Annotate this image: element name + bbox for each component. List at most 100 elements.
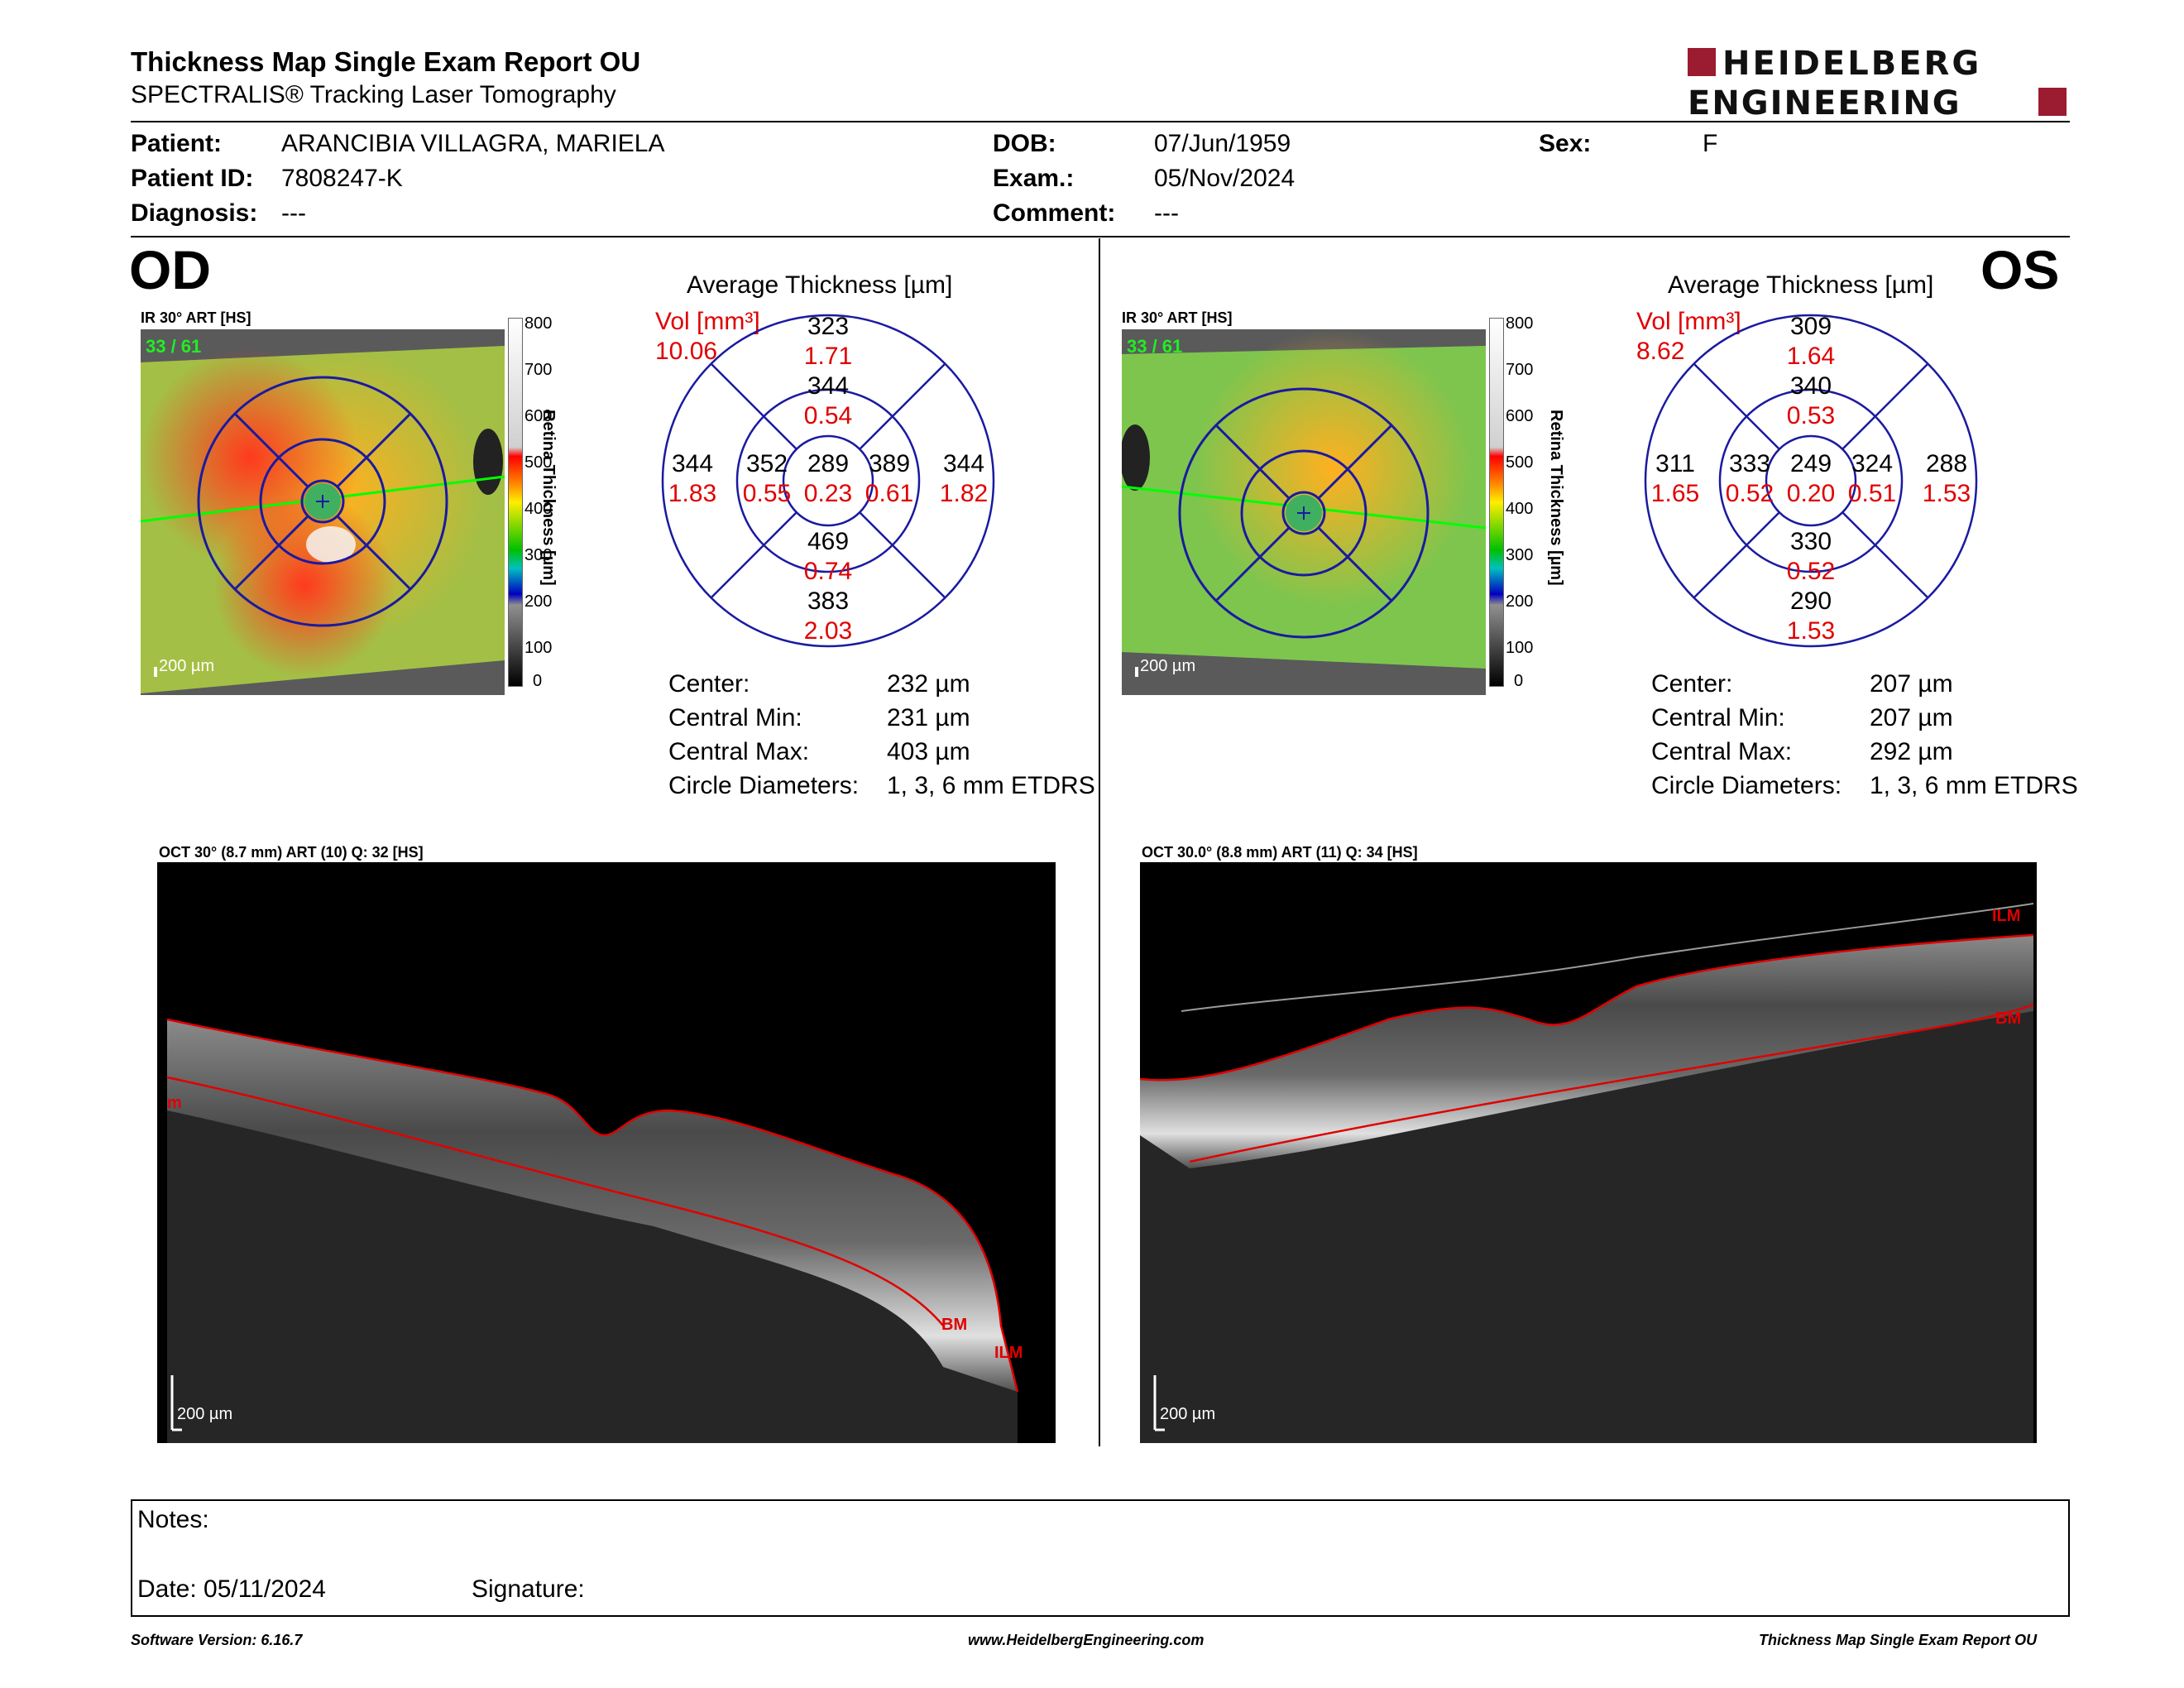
os-oct-bm-label: BM [1995,1009,2022,1028]
od-tick: 600 [524,407,553,425]
od-etdrs-values: 323 1.71 344 0.54 289 0.23 352 0.55 389 … [660,313,996,649]
os-circle-diameters-value: 1, 3, 6 mm ETDRS [1870,772,2078,799]
notes-box[interactable]: Notes: Date: 05/11/2024 Signature: [131,1499,2070,1617]
os-tick: 0 [1514,672,1524,690]
od-outer-inf-volume: 2.03 [803,617,853,645]
patient-id-label: Patient ID: [131,165,254,192]
od-vol-value: 10.06 [655,338,718,365]
os-inner-inf-volume: 0.52 [1786,558,1836,585]
os-circle-diameters-label: Circle Diameters: [1651,772,1842,799]
os-colorbar-title: Retina Thickness [µm] [1547,410,1565,586]
os-tick: 800 [1506,314,1534,333]
os-outer-sup-thickness: 309 [1789,313,1832,340]
notes-date: Date: 05/11/2024 [137,1575,326,1603]
od-oct-label: OCT 30° (8.7 mm) ART (10) Q: 32 [HS] [159,844,424,861]
os-eye-label: OS [1980,239,2060,300]
od-outer-sup-thickness: 323 [807,313,850,340]
patient-id: 7808247-K [281,165,403,192]
od-fundus-map: 33 / 61 200 µm [140,329,505,695]
info-divider [131,236,2070,237]
os-center-label: Center: [1651,670,1733,698]
od-tick: 800 [524,314,553,333]
od-ir-scale: 200 µm [159,657,215,675]
exam-label: Exam.: [993,165,1075,192]
report-title: Thickness Map Single Exam Report OU [131,46,641,77]
os-central-min-value: 207 µm [1870,704,1953,731]
od-oct-ilm-label: ILM [994,1344,1023,1362]
os-colorbar [1489,318,1504,687]
os-central-max-value: 292 µm [1870,738,1953,765]
od-inner-inf-thickness: 469 [807,528,850,555]
os-tick: 400 [1506,500,1534,518]
os-inner-right-volume: 0.51 [1847,480,1897,507]
heidelberg-logo: HEIDELBERG ENGINEERING [1688,45,2068,122]
od-outer-left-volume: 1.83 [668,480,717,507]
od-inner-right-volume: 0.61 [864,480,914,507]
patient-name: ARANCIBIA VILLAGRA, MARIELA [281,130,665,157]
diagnosis-label: Diagnosis: [131,199,258,227]
os-oct-ilm-label: ILM [1992,907,2021,925]
od-ir-counter: 33 / 61 [146,336,202,357]
od-central-max-value: 403 µm [887,738,970,765]
od-colorbar-title: Retina Thickness [µm] [539,410,558,586]
sex-label: Sex: [1539,130,1592,157]
footer-software-version: Software Version: 6.16.7 [131,1632,303,1648]
os-avg-title: Average Thickness [µm] [1668,271,1934,299]
patient-label: Patient: [131,130,223,157]
sex-value: F [1703,130,1718,157]
os-central-max-label: Central Max: [1651,738,1793,765]
od-tick: 400 [524,500,553,518]
os-oct-label: OCT 30.0° (8.8 mm) ART (11) Q: 34 [HS] [1142,844,1418,861]
od-circle-diameters-label: Circle Diameters: [668,772,860,799]
od-oct-bm-label: BM [941,1316,968,1334]
od-tick: 700 [524,361,553,379]
notes-label: Notes: [137,1506,209,1533]
report-subtitle: SPECTRALIS® Tracking Laser Tomography [131,81,616,108]
os-etdrs-values: 309 1.64 340 0.53 249 0.20 333 0.52 324 … [1643,313,1979,649]
od-avg-title: Average Thickness [µm] [687,271,953,299]
os-ir-scale-bar [1135,667,1138,677]
os-center-value: 207 µm [1870,670,1953,698]
os-tick: 600 [1506,407,1534,425]
od-outer-right-thickness: 344 [942,450,985,477]
os-outer-inf-volume: 1.53 [1786,617,1836,645]
od-inner-right-thickness: 389 [868,450,911,477]
os-outer-sup-volume: 1.64 [1786,343,1836,370]
od-tick: 500 [524,453,553,472]
od-etdrs-grid [661,314,995,648]
os-etdrs-grid [1644,314,1978,648]
os-vol-value: 8.62 [1636,338,1685,365]
os-tick: 100 [1506,639,1534,657]
os-tick: 500 [1506,453,1534,472]
footer-report-name: Thickness Map Single Exam Report OU [1759,1632,2038,1648]
od-colorbar-ticks: 800 700 600 500 400 300 200 100 0 [521,314,571,692]
od-outer-inf-thickness: 383 [807,587,850,615]
exam-date: 05/Nov/2024 [1154,165,1296,192]
od-central-max-label: Central Max: [668,738,810,765]
os-central-min-label: Central Min: [1651,704,1785,731]
os-tick: 300 [1506,546,1534,564]
od-oct-m-label: m [167,1094,182,1112]
svg-text:ENGINEERING: ENGINEERING [1688,84,1961,119]
od-central-min-value: 231 µm [887,704,970,731]
os-oct-scale: 200 µm [1160,1405,1216,1423]
od-eye-label: OD [129,239,211,300]
od-outer-sup-volume: 1.71 [803,343,853,370]
od-central-min-label: Central Min: [668,704,802,731]
os-inner-left-thickness: 333 [1728,450,1771,477]
os-inner-sup-volume: 0.53 [1786,402,1836,429]
od-inner-left-volume: 0.55 [742,480,792,507]
os-inner-sup-thickness: 340 [1789,372,1832,400]
dob-label: DOB: [993,130,1056,157]
os-center-volume: 0.20 [1786,480,1836,507]
os-outer-inf-thickness: 290 [1789,587,1832,615]
od-ir-scale-bar [154,667,157,677]
od-circle-diameters-value: 1, 3, 6 mm ETDRS [887,772,1095,799]
os-colorbar-ticks: 800 700 600 500 400 300 200 100 0 [1502,314,1552,692]
footer-website-link[interactable]: www.HeidelbergEngineering.com [968,1632,1205,1648]
comment-value: --- [1154,199,1179,227]
od-colorbar [508,318,523,687]
od-center-value: 232 µm [887,670,970,698]
os-center-thickness: 249 [1789,450,1832,477]
os-ir-counter: 33 / 61 [1127,336,1183,357]
